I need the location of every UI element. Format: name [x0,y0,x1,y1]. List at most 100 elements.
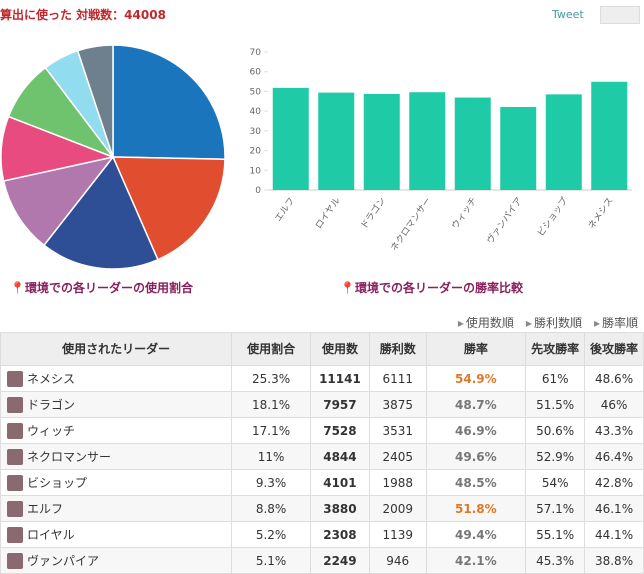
table-cell: 55.1% [525,521,586,548]
cell-value: 55.1% [536,527,575,542]
column-header: 使用割合 [231,332,311,366]
column-header: 先攻勝率 [525,332,586,366]
table-cell: ネクロマンサー [0,443,233,470]
leader-icon [7,423,23,440]
bar [454,97,491,190]
cell-value: 11% [257,449,285,464]
bar [591,81,628,190]
column-header: 後攻勝率 [584,332,644,366]
y-tick-label: 70 [250,48,262,58]
table-cell: 51.5% [525,391,586,418]
leader-name: ウィッチ [27,423,76,438]
cell-value: 45.3% [536,553,575,568]
cell-value: 48.6% [594,371,634,386]
cell-value: 2009 [382,501,414,516]
y-tick-label: 40 [250,107,262,117]
x-tick-label: ネメシス [586,195,616,231]
table-cell: 2009 [368,495,427,522]
leader-icon [7,371,23,388]
table-cell: 7528 [309,417,370,444]
cell-value: 38.8% [594,553,634,568]
cell-value: 46% [600,397,628,412]
table-cell: 48.6% [584,365,644,392]
cell-value: 9.3% [255,475,287,490]
cell-value: 4844 [323,449,357,464]
y-tick-label: 20 [250,147,262,157]
table-row: ネクロマンサー 11% 4844 2405 49.6% 52.9% 46.4% [0,443,644,470]
bar [409,92,446,190]
table-cell: 2405 [368,443,427,470]
bar [545,94,582,190]
x-tick-label: ロイヤル [314,196,343,231]
table-cell: ウィッチ [0,417,233,444]
table-cell: 57.1% [525,495,586,522]
cell-value: 25.3% [252,371,291,386]
table-row: ヴァンパイア 5.1% 2249 946 42.1% 45.3% 38.8% [0,547,644,574]
table-cell: 8.8% [231,495,311,522]
bar [318,92,355,190]
sort-link[interactable]: 勝利数順 [526,316,582,330]
cell-value: 54% [541,475,569,490]
table-cell: 9.3% [231,469,311,496]
bar-caption: 📍環境での各リーダーの勝率比較 [340,281,523,295]
table-cell: 3880 [309,495,370,522]
cell-value: 51.5% [536,397,575,412]
cell-value: 3880 [323,501,357,516]
cell-value: 49.4% [455,527,497,542]
cell-value: 1988 [382,475,414,490]
table-cell: 49.6% [425,443,527,470]
table-cell: 51.8% [425,495,527,522]
pie-caption: 📍環境での各リーダーの使用割合 [10,281,193,295]
table-cell: 46.1% [584,495,644,522]
leader-icon [7,501,23,518]
cell-value: 54.9% [455,371,497,386]
cell-value: 17.1% [252,423,291,438]
table-row: ビショップ 9.3% 4101 1988 48.5% 54% 42.8% [0,469,644,496]
table-row: エルフ 8.8% 3880 2009 51.8% 57.1% 46.1% [0,495,644,522]
y-tick-label: 10 [250,166,262,176]
table-cell: 5.1% [231,547,311,574]
header-title: 算出に使った 対戦数：44008 [0,8,166,22]
x-tick-label: ウィッチ [450,195,480,231]
table-cell: 4844 [309,443,370,470]
cell-value: 3531 [382,423,414,438]
cell-value: 52.9% [536,449,575,464]
column-header: 勝利数 [368,332,427,366]
cell-value: 5.2% [255,527,287,542]
table-cell: エルフ [0,495,233,522]
table-cell: 42.8% [584,469,644,496]
table-cell: 6111 [368,365,427,392]
table-cell: 3875 [368,391,427,418]
table-cell: 3531 [368,417,427,444]
table-cell: ロイヤル [0,521,233,548]
table-cell: 48.7% [425,391,527,418]
leader-icon [7,475,23,492]
table-cell: 946 [368,547,427,574]
table-cell: 7957 [309,391,370,418]
cell-value: 51.8% [455,501,497,516]
sort-link[interactable]: 勝率順 [594,316,638,330]
table-cell: 25.3% [231,365,311,392]
cell-value: 2308 [323,527,357,542]
table-cell: 2249 [309,547,370,574]
table-cell: 46% [584,391,644,418]
cell-value: 18.1% [252,397,291,412]
cell-value: 48.7% [455,397,497,412]
table-cell: 54% [525,469,586,496]
table-cell: 17.1% [231,417,311,444]
cell-value: 43.3% [594,423,634,438]
table-cell: 54.9% [425,365,527,392]
pie-slice [112,44,226,161]
sort-link[interactable]: 使用数順 [458,316,514,330]
column-header: 勝率 [425,332,527,366]
cell-value: 1139 [382,527,414,542]
cell-value: 3875 [382,397,414,412]
bookmark-button[interactable] [600,6,640,24]
cell-value: 48.5% [455,475,497,490]
cell-value: 8.8% [255,501,287,516]
sort-links: 使用数順勝利数順勝率順 [446,314,638,331]
tweet-button[interactable]: Tweet [552,8,584,21]
bar [363,93,400,190]
y-tick-label: 50 [250,87,262,97]
